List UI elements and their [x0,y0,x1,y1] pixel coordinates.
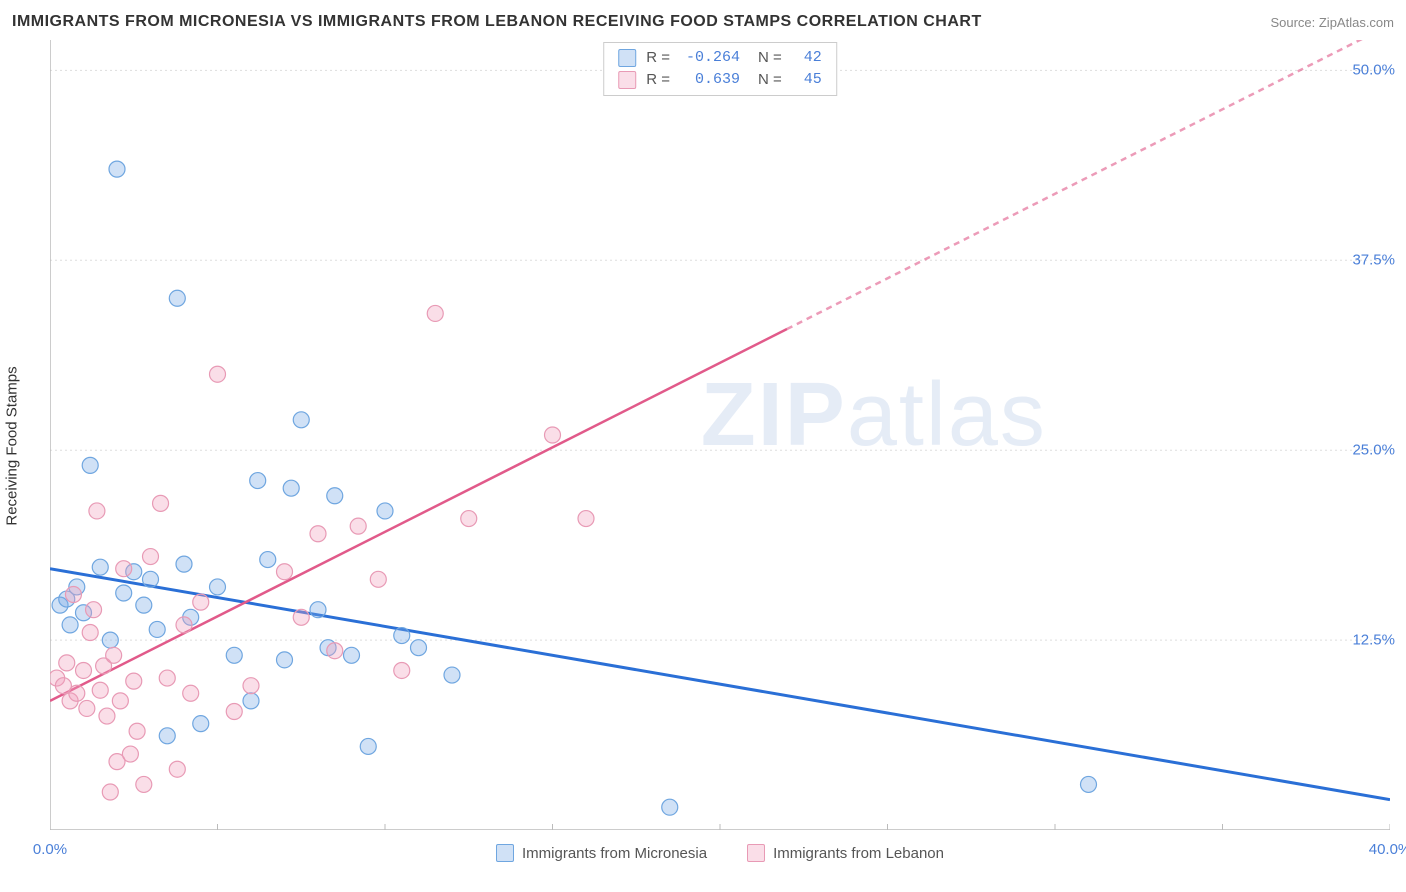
n-label: N = [758,47,782,69]
r-value: -0.264 [680,47,740,69]
r-label: R = [646,69,670,91]
legend-swatch-icon [747,844,765,862]
legend-label: Immigrants from Lebanon [773,845,944,862]
y-tick-label: 12.5% [1352,632,1395,649]
series-legend: Immigrants from Micronesia Immigrants fro… [50,844,1390,862]
scatter-plot-svg [50,40,1390,830]
r-label: R = [646,47,670,69]
legend-swatch-icon [496,844,514,862]
chart-title: IMMIGRANTS FROM MICRONESIA VS IMMIGRANTS… [12,13,982,31]
legend-swatch-icon [618,71,636,89]
legend-swatch-icon [618,49,636,67]
legend-item-micronesia: Immigrants from Micronesia [496,844,707,862]
y-axis-label: Receiving Food Stamps [4,366,21,525]
corr-legend-row-lebanon: R = 0.639 N = 45 [618,69,822,91]
n-label: N = [758,69,782,91]
legend-label: Immigrants from Micronesia [522,845,707,862]
n-value: 42 [792,47,822,69]
chart-plot-area: ZIPatlas R = -0.264 N = 42 R = 0.639 N =… [50,40,1390,830]
y-tick-label: 37.5% [1352,252,1395,269]
correlation-legend-box: R = -0.264 N = 42 R = 0.639 N = 45 [603,42,837,96]
n-value: 45 [792,69,822,91]
source-attribution: Source: ZipAtlas.com [1270,15,1394,30]
corr-legend-row-micronesia: R = -0.264 N = 42 [618,47,822,69]
y-tick-label: 50.0% [1352,62,1395,79]
r-value: 0.639 [680,69,740,91]
y-tick-label: 25.0% [1352,442,1395,459]
legend-item-lebanon: Immigrants from Lebanon [747,844,944,862]
